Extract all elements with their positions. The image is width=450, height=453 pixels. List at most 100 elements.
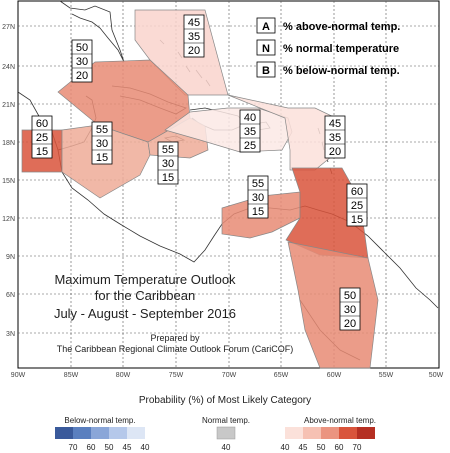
key-text: % below-normal temp. — [283, 65, 400, 77]
box-jamaica: 55 30 15 — [91, 121, 113, 165]
value-above: 60 — [36, 118, 48, 130]
prepared-line-1: Prepared by — [150, 333, 200, 343]
scale-label: Above-normal temp. — [304, 416, 376, 425]
value-normal: 30 — [344, 304, 356, 316]
scale-tick: 50 — [317, 443, 326, 452]
value-normal: 35 — [244, 126, 256, 138]
lat-label: 18N — [2, 140, 15, 147]
scale-title: Probability (%) of Most Likely Category — [139, 395, 311, 406]
scale-swatch — [339, 427, 357, 439]
lat-label: 9N — [6, 254, 15, 261]
key-letter: B — [262, 65, 270, 77]
map-title: Maximum Temperature Outlook for the Cari… — [54, 272, 293, 354]
value-above: 40 — [244, 112, 256, 124]
value-normal: 30 — [162, 158, 174, 170]
key-above: A % above-normal temp. — [256, 17, 400, 34]
box-belize: 60 25 15 — [31, 115, 53, 159]
scale-swatch — [55, 427, 73, 439]
title-line-2: for the Caribbean — [95, 288, 195, 303]
scale-tick: 70 — [353, 443, 362, 452]
title-line-1: Maximum Temperature Outlook — [54, 272, 236, 287]
box-hispaniola-puerto-rico: 40 35 25 — [239, 109, 261, 153]
value-below: 20 — [329, 146, 341, 158]
lon-label: 65W — [274, 372, 289, 379]
scale-tick: 60 — [87, 443, 96, 452]
value-normal: 30 — [76, 56, 88, 68]
scale-tick: 40 — [222, 443, 231, 452]
scale-swatch — [127, 427, 145, 439]
lon-label: 75W — [169, 372, 184, 379]
value-normal: 35 — [188, 31, 200, 43]
value-below: 15 — [162, 172, 174, 184]
scale-label: Normal temp. — [202, 416, 250, 425]
value-normal: 30 — [252, 192, 264, 204]
scale-label: Below-normal temp. — [64, 416, 135, 425]
box-leeward-islands: 45 35 20 — [324, 115, 346, 159]
lon-label: 60W — [327, 372, 342, 379]
value-below: 15 — [351, 214, 363, 226]
value-normal: 35 — [329, 132, 341, 144]
value-above: 45 — [188, 17, 200, 29]
value-below: 20 — [76, 70, 88, 82]
lat-label: 6N — [6, 292, 15, 299]
key-letter: N — [262, 43, 270, 55]
scale-swatch — [109, 427, 127, 439]
key-below: B % below-normal temp. — [256, 61, 400, 78]
value-above: 50 — [76, 42, 88, 54]
lon-label: 55W — [379, 372, 394, 379]
scale-above-normal: Above-normal temp. 40 45 50 60 70 — [281, 416, 376, 452]
value-above: 60 — [351, 186, 363, 198]
value-normal: 25 — [351, 200, 363, 212]
value-below: 15 — [36, 146, 48, 158]
lat-label: 12N — [2, 216, 15, 223]
scale-tick: 40 — [141, 443, 150, 452]
value-below: 20 — [344, 318, 356, 330]
key-text: % normal temperature — [283, 43, 399, 55]
scale-tick: 60 — [335, 443, 344, 452]
key-text: % above-normal temp. — [283, 21, 400, 33]
value-below: 15 — [96, 152, 108, 164]
box-eastern-caribbean-windwards: 60 25 15 — [346, 183, 368, 227]
value-below: 20 — [188, 45, 200, 57]
scale-swatch — [357, 427, 375, 439]
lon-label: 70W — [222, 372, 237, 379]
scale-swatch — [285, 427, 303, 439]
prepared-line-2: The Caribbean Regional Climate Outlook F… — [57, 344, 294, 354]
value-normal: 30 — [96, 138, 108, 150]
value-above: 50 — [344, 290, 356, 302]
value-above: 55 — [96, 124, 108, 136]
category-key: A % above-normal temp. N % normal temper… — [256, 17, 400, 78]
lon-label: 50W — [429, 372, 444, 379]
probability-boxes: 45 35 20 50 30 20 60 25 15 55 30 15 — [31, 14, 368, 331]
value-above: 55 — [252, 178, 264, 190]
value-below: 25 — [244, 140, 256, 152]
lat-label: 24N — [2, 64, 15, 71]
value-above: 45 — [329, 118, 341, 130]
scale-tick: 50 — [105, 443, 114, 452]
lat-label: 27N — [2, 24, 15, 31]
scale-swatch — [91, 427, 109, 439]
value-above: 55 — [162, 144, 174, 156]
region-leeward-islands — [227, 94, 343, 171]
scale-tick: 45 — [123, 443, 132, 452]
lat-label: 21N — [2, 102, 15, 109]
box-northwest-caribbean: 50 30 20 — [71, 39, 93, 83]
scale-swatch — [303, 427, 321, 439]
lon-label: 85W — [64, 372, 79, 379]
scale-below-normal: Below-normal temp. 70 60 50 45 40 — [55, 416, 150, 452]
scale-swatch — [321, 427, 339, 439]
scale-swatch — [73, 427, 91, 439]
lat-label: 3N — [6, 331, 15, 338]
latitude-labels: 27N 24N 21N 18N 15N 12N 9N 6N 3N — [2, 24, 15, 338]
lat-label: 15N — [2, 178, 15, 185]
scale-tick: 40 — [281, 443, 290, 452]
title-line-3: July - August - September 2016 — [54, 306, 236, 321]
value-normal: 25 — [36, 132, 48, 144]
scale-normal: Normal temp. 40 — [202, 416, 250, 452]
lon-label: 80W — [116, 372, 131, 379]
box-florida-bahamas: 45 35 20 — [183, 14, 205, 58]
box-southeast-caribbean-windwards: 55 30 15 — [247, 175, 269, 219]
scale-tick: 70 — [69, 443, 78, 452]
scale-tick: 45 — [299, 443, 308, 452]
